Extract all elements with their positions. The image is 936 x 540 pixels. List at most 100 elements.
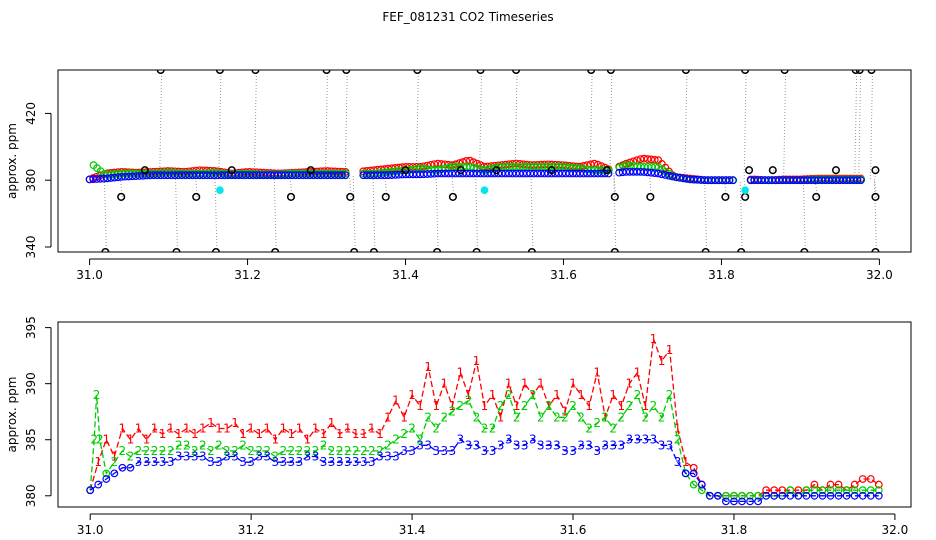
series-marker-1: 1 (127, 433, 135, 447)
series-marker-2: 2 (626, 399, 634, 413)
series-marker-1: 1 (626, 377, 634, 391)
series-marker-2: 2 (183, 438, 191, 452)
series-marker-1: 1 (585, 399, 593, 413)
series-marker-2: 2 (352, 444, 360, 458)
spike-line (344, 70, 348, 176)
series-marker-2: 2 (360, 444, 368, 458)
outlier-point (456, 166, 465, 175)
series-marker-1: 1 (223, 422, 231, 436)
series-marker-3: 3 (384, 450, 392, 464)
series-point-3 (754, 497, 763, 506)
outlier-point (472, 247, 481, 252)
series-marker-2: 2 (111, 455, 119, 469)
series-marker-1: 1 (231, 416, 239, 430)
spike-line (159, 70, 163, 176)
series-marker-2: 2 (336, 444, 344, 458)
top-panel: 31.0 31.2 31.4 31.6 31.8 32.0 340 380 420 approx.… (5, 69, 912, 282)
series-marker-3: 3 (593, 444, 601, 458)
outlier-point (215, 70, 224, 75)
outlier-point (871, 166, 880, 175)
outlier-point (192, 192, 201, 201)
series-marker-3: 3 (626, 433, 634, 447)
series-marker-2: 2 (90, 433, 98, 447)
series-point-3 (834, 491, 843, 500)
spike-line (479, 70, 483, 174)
series-point-2 (697, 486, 706, 495)
series-point-2 (754, 491, 763, 500)
series-point-1 (826, 480, 835, 489)
series-marker-2: 2 (328, 444, 336, 458)
series-marker-2: 2 (553, 410, 561, 424)
spike-line (475, 173, 479, 252)
series-marker-2: 2 (400, 427, 408, 441)
series-marker-1: 1 (617, 399, 625, 413)
series-point-3 (705, 491, 714, 500)
series-point-1 (689, 463, 698, 472)
series-point-2 (802, 486, 811, 495)
series-marker-2: 2 (96, 433, 104, 447)
series-marker-3: 3 (481, 444, 489, 458)
outlier-point (156, 70, 165, 75)
series-point-2 (730, 491, 738, 500)
series-point-2 (810, 486, 819, 495)
outlier-point (606, 70, 615, 75)
series-point-1 (810, 480, 819, 489)
series-marker-3: 3 (650, 433, 658, 447)
outlier-point (211, 247, 221, 252)
series-point-3 (850, 491, 859, 500)
series-point-3 (86, 486, 95, 495)
outlier-point (322, 70, 331, 75)
outlier-point (433, 247, 442, 252)
series-marker-2: 2 (593, 416, 601, 430)
series-marker-2: 2 (585, 422, 593, 436)
series-marker-3: 3 (473, 438, 481, 452)
series-marker-1: 1 (368, 422, 376, 436)
series-marker-1: 1 (102, 433, 110, 447)
series-marker-3: 3 (400, 444, 408, 458)
series-marker-3: 3 (432, 444, 440, 458)
top-x-tick-label: 32.0 (866, 268, 893, 282)
series-marker-1: 1 (666, 343, 674, 357)
spike-line (648, 172, 652, 197)
series-marker-1: 1 (448, 399, 456, 413)
series-marker-2: 2 (296, 444, 304, 458)
bottom-x-tick-label: 31.4 (399, 523, 426, 537)
series-marker-3: 3 (231, 450, 239, 464)
spike-line (684, 70, 688, 179)
series-marker-3: 3 (312, 450, 320, 464)
spike-line (415, 70, 419, 175)
series-marker-2: 2 (312, 444, 320, 458)
series-marker-2: 2 (465, 393, 473, 407)
series-point-2 (722, 491, 730, 500)
spike-line (372, 175, 376, 252)
series-point-2 (866, 486, 875, 495)
outlier-point (780, 70, 789, 75)
series-marker-3: 3 (167, 455, 175, 469)
series-marker-2: 2 (481, 422, 489, 436)
series-marker-1: 1 (191, 427, 199, 441)
spike-line (704, 180, 708, 252)
outlier-point (140, 166, 149, 175)
series-marker-3: 3 (424, 438, 432, 452)
bottom-y-tick-label: 385 (24, 428, 38, 451)
outlier-point (745, 166, 754, 175)
bottom-y-tick-label: 395 (24, 316, 38, 339)
series-marker-1: 1 (642, 399, 650, 413)
series-marker-1: 1 (111, 450, 119, 464)
series-marker-1: 1 (593, 365, 601, 379)
series-point-3 (689, 469, 698, 478)
series-point-3 (794, 491, 803, 500)
data-point-ch3 (672, 173, 680, 182)
top-x-tick-label: 31.2 (234, 268, 261, 282)
series-marker-3: 3 (642, 433, 650, 447)
series-point-2 (786, 486, 795, 495)
series-marker-1: 1 (199, 422, 207, 436)
series-marker-2: 2 (368, 444, 376, 458)
series-marker-3: 3 (247, 455, 255, 469)
series-marker-1: 1 (263, 422, 271, 436)
top-x-tick-label: 31.0 (76, 268, 103, 282)
outlier-point (610, 247, 619, 252)
series-marker-1: 1 (609, 388, 617, 402)
series-marker-2: 2 (642, 410, 650, 424)
series-point-1 (762, 486, 771, 495)
